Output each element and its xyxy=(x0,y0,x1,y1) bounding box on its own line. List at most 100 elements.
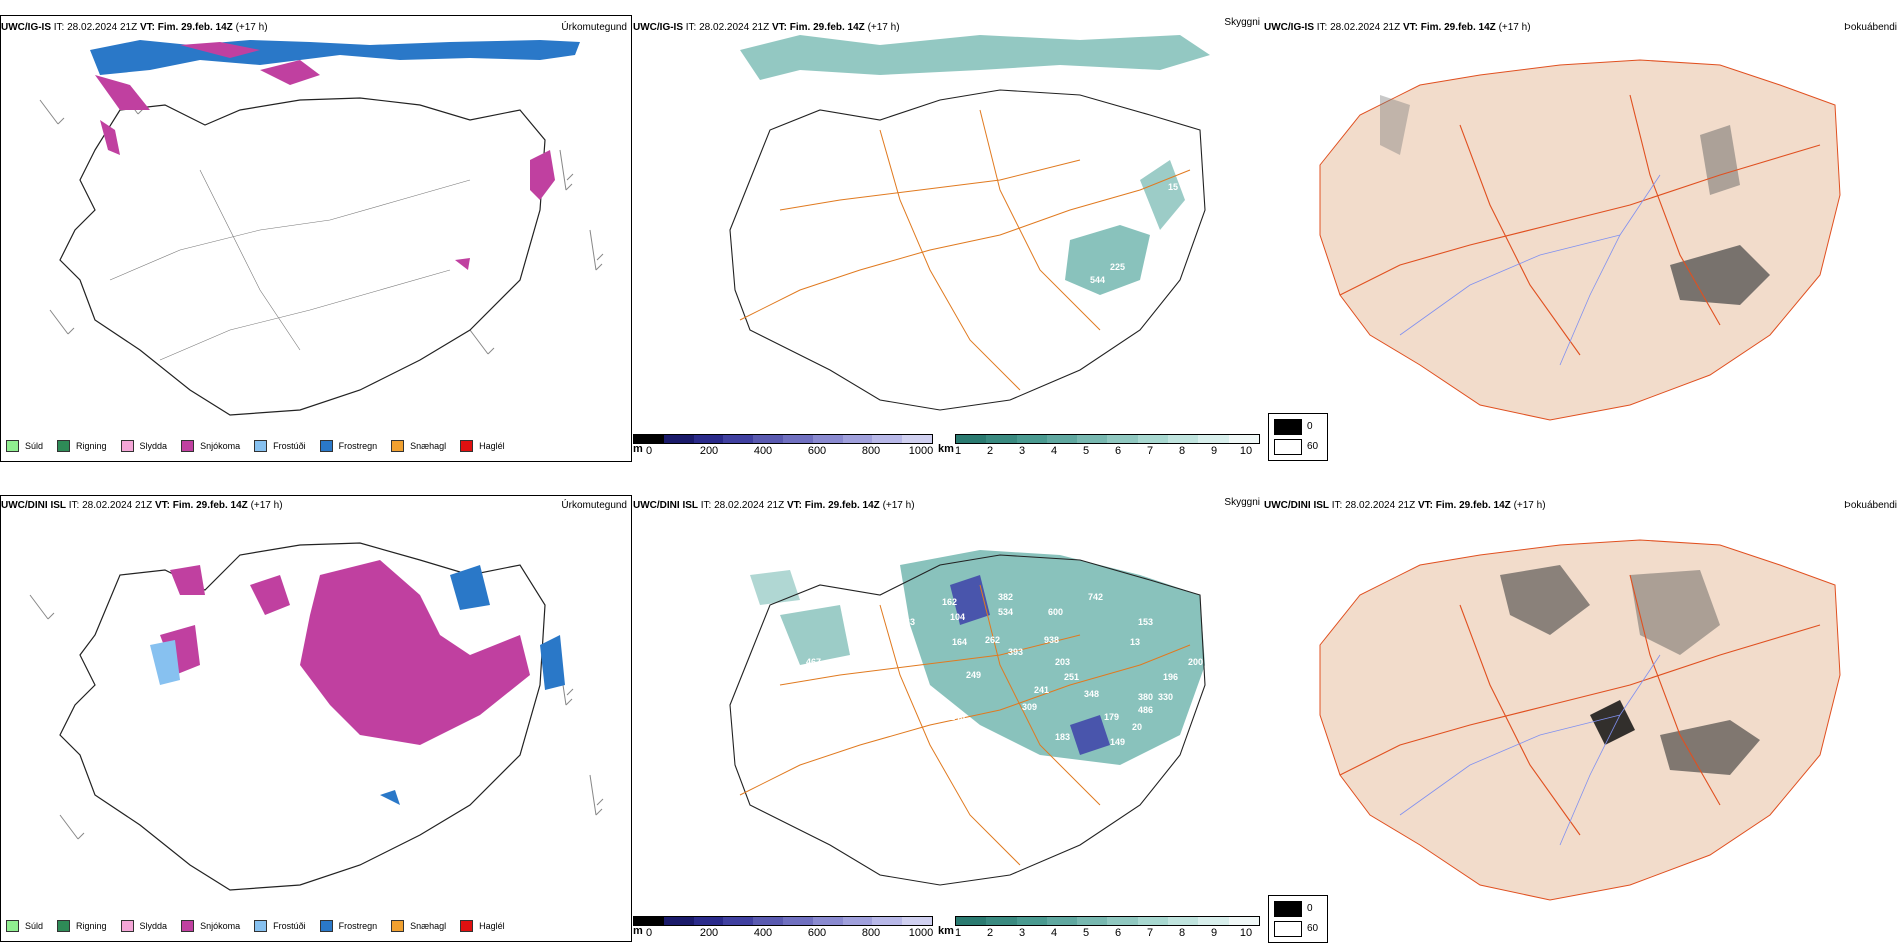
legend-item: Rigning xyxy=(57,920,107,932)
cloud-label: 262 xyxy=(985,635,1000,645)
cloud-label: 200 xyxy=(1188,657,1203,667)
cloud-base-colorbar: 0 200 400 600 800 1000 xyxy=(633,434,933,457)
wind-barb xyxy=(589,774,604,816)
cloud-label: 330 xyxy=(1158,692,1173,702)
road xyxy=(159,269,451,361)
legend-item: Frostúði xyxy=(254,440,306,452)
cloud-label: 348 xyxy=(1084,689,1099,699)
road xyxy=(779,634,1081,686)
legend-item: Frostregn xyxy=(319,440,377,452)
wind-barb xyxy=(59,814,85,840)
lead-time: (+17 h) xyxy=(235,22,268,33)
road xyxy=(1629,574,1721,806)
visibility-colorbar: 1 2 3 4 5 6 7 8 9 10 xyxy=(955,916,1260,939)
wind-barb xyxy=(39,99,65,125)
precip-title: Úrkomutegund xyxy=(561,500,627,511)
visibility-title: Skyggni xyxy=(1224,497,1260,508)
frz-area xyxy=(540,635,565,690)
snow-area xyxy=(455,258,470,270)
visibility-area xyxy=(780,605,850,665)
fog-legend-bottom: 0 60 xyxy=(1268,895,1328,943)
legend-item: Frostregn xyxy=(319,920,377,932)
cloud-label: 183 xyxy=(1055,732,1070,742)
iceland-coastline xyxy=(729,554,1206,886)
frz-area xyxy=(450,565,490,610)
fog-area xyxy=(1590,700,1635,745)
cloud-base-colorbar: 0 200 400 600 800 1000 xyxy=(633,916,933,939)
visibility-colorbar: 1 2 3 4 5 6 7 8 9 10 xyxy=(955,434,1260,457)
river xyxy=(1399,714,1621,816)
snow-area xyxy=(260,60,320,85)
road xyxy=(979,584,1101,806)
fog-map-bottom xyxy=(1319,539,1841,901)
road xyxy=(1629,94,1721,326)
snow-area xyxy=(100,120,120,155)
snow-area xyxy=(170,565,205,595)
snow-area xyxy=(530,150,555,200)
cloud-label: 164 xyxy=(952,637,967,647)
legend-item: Súld xyxy=(6,440,43,452)
cloud-base-area xyxy=(950,575,990,625)
header-top-right: UWC/IG-IS IT: 28.02.2024 21Z VT: Fim. 29… xyxy=(1264,22,1531,33)
cloud-label: 309 xyxy=(1022,702,1037,712)
river xyxy=(1559,174,1661,366)
cloud-label: 153 xyxy=(1138,617,1153,627)
cloud-label: 251 xyxy=(1064,672,1079,682)
road xyxy=(779,159,1081,211)
it-value: 28.02.2024 21Z xyxy=(67,22,138,33)
road xyxy=(1459,604,1581,836)
legend-item: Slydda xyxy=(120,920,167,932)
cloud-label: 241 xyxy=(1034,685,1049,695)
cloud-base-area xyxy=(1070,715,1110,755)
precip-map-bottom xyxy=(29,542,604,891)
cloud-label: 249 xyxy=(966,670,981,680)
road xyxy=(1459,124,1581,356)
legend-item: Haglél xyxy=(460,920,505,932)
visibility-area xyxy=(750,570,800,605)
iceland-land xyxy=(1319,539,1841,901)
legend-item: Snjókoma xyxy=(181,920,240,932)
header-top-mid: UWC/IG-IS IT: 28.02.2024 21Z VT: Fim. 29… xyxy=(633,22,900,33)
road xyxy=(739,644,1191,796)
fog-legend-top: 0 60 xyxy=(1268,413,1328,461)
precip-legend-top: Súld Rigning Slydda Snjókoma Frostúði Fr… xyxy=(6,440,519,452)
road xyxy=(109,179,471,281)
cloud-label: 15 xyxy=(1168,182,1178,192)
iceland-coastline xyxy=(59,542,546,891)
snow-area xyxy=(300,560,530,745)
cloud-label: 393 xyxy=(1008,647,1023,657)
wind-barb xyxy=(589,229,604,271)
wind-barb xyxy=(559,149,574,191)
river xyxy=(1559,654,1661,846)
visibility-map-bottom: 162 382 742 104 534 600 263 153 164 262 … xyxy=(729,550,1206,886)
header-bottom-mid: UWC/DINI ISL IT: 28.02.2024 21Z VT: Fim.… xyxy=(633,500,915,511)
vt-value: Fim. 29.feb. 14Z xyxy=(157,22,233,33)
cloud-label: 13 xyxy=(810,697,820,707)
cloud-label: 938 xyxy=(1044,635,1059,645)
cloud-label: 127 xyxy=(760,82,775,92)
road xyxy=(199,169,301,351)
visibility-area xyxy=(740,35,1210,80)
cloud-base-unit: m xyxy=(633,443,643,455)
cloud-label: 13 xyxy=(1130,637,1140,647)
visibility-title: Skyggni xyxy=(1224,17,1260,28)
fog-area xyxy=(1670,245,1770,305)
header-bottom-right: UWC/DINI ISL IT: 28.02.2024 21Z VT: Fim.… xyxy=(1264,500,1546,511)
iceland-coastline xyxy=(729,89,1206,411)
fog-map-top xyxy=(1319,59,1841,421)
fog-area xyxy=(1660,720,1760,775)
legend-item: Snæhagl xyxy=(391,920,446,932)
legend-item: Slydda xyxy=(120,440,167,452)
cloud-label: 149 xyxy=(1110,737,1125,747)
road xyxy=(879,604,1021,866)
cloud-label: 20 xyxy=(1132,722,1142,732)
cloud-label: 104 xyxy=(950,612,965,622)
legend-item: Frostúði xyxy=(254,920,306,932)
precip-title: Úrkomutegund xyxy=(561,22,627,33)
it-label: IT: xyxy=(53,22,65,33)
iceland-coastline xyxy=(59,97,546,416)
frz-area xyxy=(150,640,180,685)
cloud-label: 179 xyxy=(1104,712,1119,722)
visibility-area xyxy=(1140,160,1185,230)
legend-item: Rigning xyxy=(57,440,107,452)
